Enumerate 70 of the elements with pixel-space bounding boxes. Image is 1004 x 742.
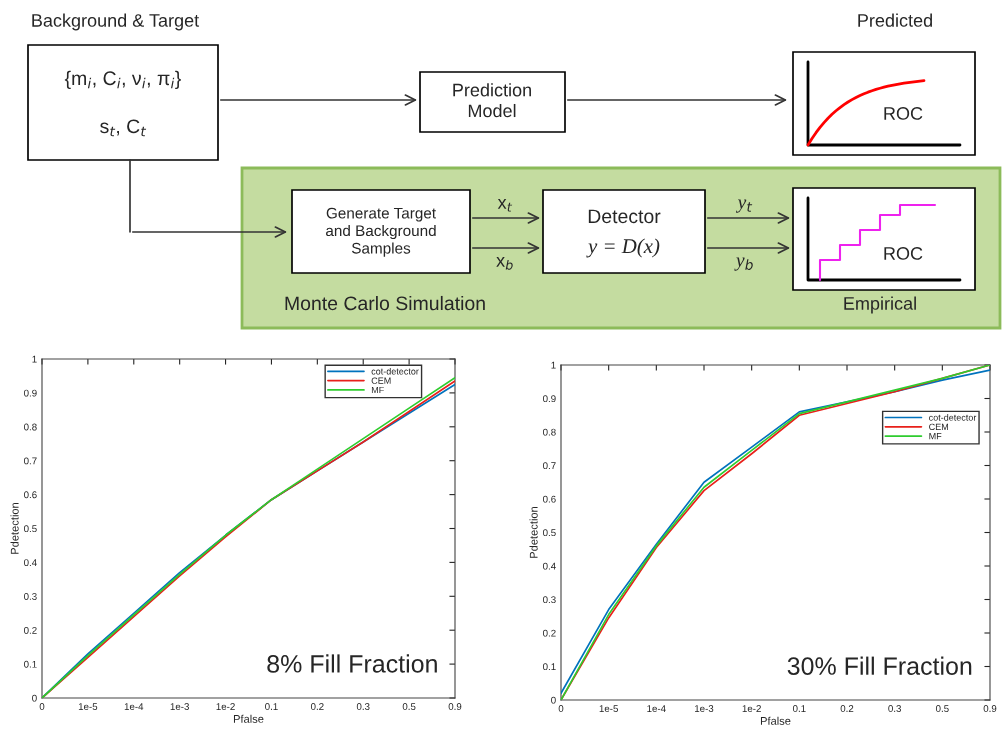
x-tick-label: 1e-4 xyxy=(124,703,144,710)
y-tick-label: 0.7 xyxy=(24,457,37,465)
y-tick-label: 0.8 xyxy=(543,428,556,436)
y-tick-label: 0.9 xyxy=(543,395,556,403)
y-tick-label: 0 xyxy=(32,694,37,702)
text: Generate Target and Background Samples xyxy=(326,207,436,257)
x-tick-label: 1e-3 xyxy=(170,703,189,710)
legend-label: MF xyxy=(929,433,942,440)
text: ROC xyxy=(884,247,923,260)
x-tick-label: 0.3 xyxy=(888,705,901,712)
text: {m$_{i}$, C$_{i}$, ν$_{i}$, π$_{i}$} xyxy=(64,70,181,89)
x-tick-label: 1e-5 xyxy=(599,705,618,712)
x-tick-label: 0 xyxy=(558,705,564,712)
legend-label: MF xyxy=(371,386,384,394)
legend-label: cot-detector xyxy=(371,367,419,375)
x-tick-label: 0.5 xyxy=(935,705,949,712)
x-tick-label: 1e-2 xyxy=(742,705,761,712)
text: y$_{b}$ xyxy=(734,257,753,271)
y-tick-label: 0.8 xyxy=(24,423,37,431)
y-tick-label: 0.5 xyxy=(543,529,556,537)
legend-label: CEM xyxy=(929,423,948,431)
text: x$_{t}$ xyxy=(497,199,513,212)
text: s$_{t}$, C$_{t}$ xyxy=(100,119,147,137)
x-tick-label: 0.9 xyxy=(448,703,462,710)
annotation: 30% Fill Fraction xyxy=(787,656,972,675)
x-tick-label: 0 xyxy=(39,703,45,710)
y-tick-label: 0.6 xyxy=(543,495,556,503)
x-tick-label: 1e-5 xyxy=(78,703,98,710)
y-tick-label: 0.3 xyxy=(543,596,556,604)
x-tick-label: 0.2 xyxy=(840,705,854,712)
text: y = D(x) xyxy=(586,238,660,258)
y-tick-label: 0.2 xyxy=(543,629,556,637)
text: x$_{b}$ xyxy=(496,257,513,270)
y-tick-label: 0.9 xyxy=(24,389,37,397)
y-tick-label: 0 xyxy=(551,696,556,704)
x-axis-title: Pfalse xyxy=(233,714,264,723)
y-tick-label: 1 xyxy=(32,355,37,363)
text: y$_{t}$ xyxy=(735,199,753,213)
y-tick-label: 0.1 xyxy=(24,660,37,668)
text: Predicted xyxy=(858,13,932,27)
legend-label: CEM xyxy=(371,377,391,384)
y-axis-title: Pdetection xyxy=(529,506,538,558)
y-tick-label: 0.4 xyxy=(543,562,556,570)
x-tick-label: 1e-4 xyxy=(647,705,666,712)
y-tick-label: 0.1 xyxy=(543,663,556,671)
y-tick-label: 0.6 xyxy=(24,491,37,499)
x-tick-label: 0.9 xyxy=(983,705,997,712)
text: Background & Target xyxy=(32,13,200,31)
text: Prediction Model xyxy=(453,83,531,118)
y-tick-label: 0.7 xyxy=(543,462,556,470)
y-tick-label: 0.2 xyxy=(24,626,37,634)
x-tick-label: 0.1 xyxy=(792,705,806,712)
x-axis-title: Pfalse xyxy=(760,716,791,725)
y-tick-label: 0.4 xyxy=(24,559,37,567)
text: Monte Carlo Simulation xyxy=(285,295,485,311)
x-tick-label: 0.3 xyxy=(356,703,370,710)
x-tick-label: 0.2 xyxy=(310,703,324,710)
y-tick-label: 1 xyxy=(551,361,556,369)
text: Empirical xyxy=(844,296,916,314)
annotation: 8% Fill Fraction xyxy=(267,654,437,673)
x-tick-label: 1e-3 xyxy=(695,705,714,712)
x-tick-label: 1e-2 xyxy=(216,703,235,710)
legend-label: cot-detector xyxy=(929,414,977,421)
y-axis-title: Pdetection xyxy=(10,502,19,554)
y-tick-label: 0.5 xyxy=(24,525,37,533)
x-tick-label: 0.1 xyxy=(265,703,278,710)
text: ROC xyxy=(884,107,923,120)
y-tick-label: 0.3 xyxy=(24,593,37,600)
text: Detector xyxy=(588,209,661,224)
x-tick-label: 0.5 xyxy=(402,703,416,710)
